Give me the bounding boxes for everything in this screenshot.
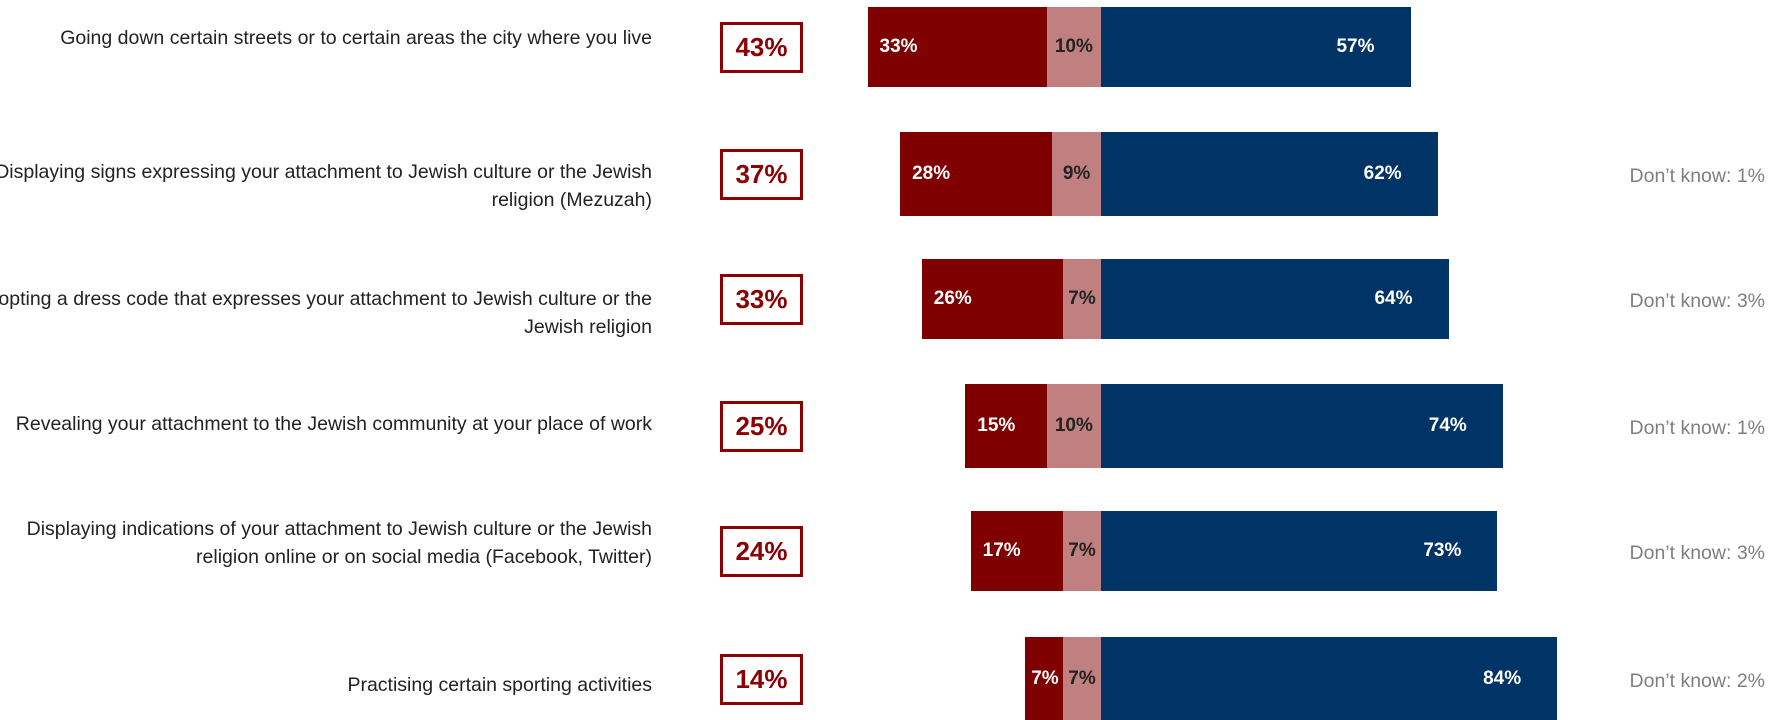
row-label: Practising certain sporting activities [347,674,652,696]
no-segment: 74% [1101,384,1503,468]
segment-value-label: 28% [912,163,951,184]
segment-value-label: 15% [977,415,1016,436]
sometimes-segment: 10% [1046,7,1101,87]
segment-value-label: 7% [1031,667,1059,689]
segment-value-label: 9% [1062,163,1091,184]
segment-value-label: 7% [1068,540,1096,561]
row-label: Displaying signs expressing your attachm… [0,161,652,211]
segment-value-label: 84% [1483,667,1522,689]
row-label: Adopting a dress code that expresses you… [0,288,652,338]
segment-value-label: 10% [1054,415,1093,436]
no-segment: 84% [1101,637,1558,720]
dont-know-label: Don’t know: 2% [1629,669,1765,692]
segment-value-label: 62% [1363,163,1402,184]
no-segment: 57% [1101,7,1411,87]
segment-value-label: 17% [982,540,1021,561]
sometimes-segment: 7% [1062,637,1101,720]
no-segment: 73% [1101,511,1498,591]
segment-value-label: 74% [1428,415,1467,436]
segment-value-label: 7% [1068,288,1096,309]
dont-know-label: Don’t know: 1% [1629,417,1765,439]
segment-value-label: 73% [1423,540,1462,561]
segment-value-label: 7% [1068,667,1096,689]
total-percentage-box: 24% [720,526,803,577]
yes-segment: 17% [970,511,1063,591]
row-label: Revealing your attachment to the Jewish … [15,413,652,435]
yes-segment: 33% [867,7,1047,87]
segment-value-label: 33% [879,36,918,57]
sometimes-segment: 10% [1046,384,1101,468]
segment-value-label: 57% [1336,36,1375,57]
no-segment: 62% [1101,132,1438,216]
yes-segment: 15% [965,384,1047,468]
row-label: Displaying indications of your attachmen… [26,518,652,568]
sometimes-segment: 7% [1062,511,1101,591]
yes-segment: 7% [1024,637,1063,720]
total-percentage-box: 33% [720,274,803,325]
sometimes-segment: 9% [1052,132,1101,216]
segment-value-label: 26% [933,288,972,309]
sometimes-segment: 7% [1062,259,1101,339]
total-percentage-box: 43% [720,22,803,73]
total-percentage-box: 14% [720,653,803,705]
dont-know-label: Don’t know: 3% [1629,290,1765,312]
yes-segment: 28% [900,132,1053,216]
segment-value-label: 10% [1054,36,1093,57]
segment-value-label: 64% [1374,288,1413,309]
yes-segment: 26% [921,259,1063,339]
total-percentage-box: 25% [720,401,803,452]
dont-know-label: Don’t know: 1% [1629,165,1765,187]
row-label: Going down certain streets or to certain… [60,27,652,49]
no-segment: 64% [1101,259,1449,339]
total-percentage-box: 37% [720,149,803,200]
dont-know-label: Don’t know: 3% [1629,542,1765,564]
